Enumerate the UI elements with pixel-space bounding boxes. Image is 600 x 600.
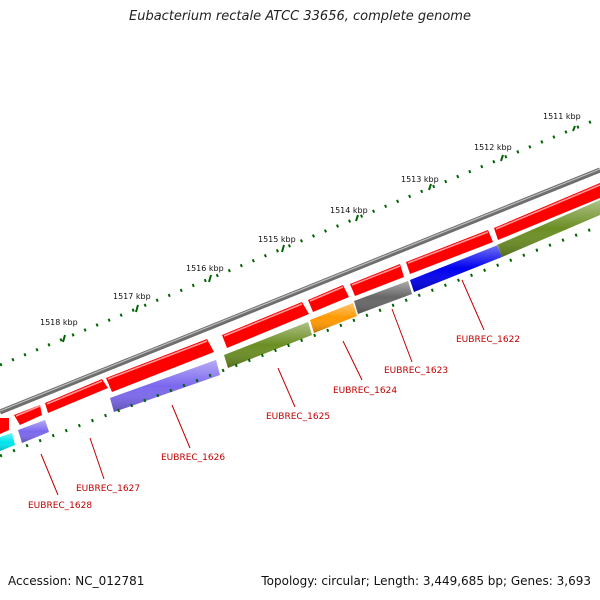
label-leaders bbox=[40, 279, 485, 496]
ruler-label-1513: 1513 kbp bbox=[401, 175, 439, 184]
ruler-ring: 1511 kbp 1512 kbp 1513 kbp 1514 kbp 1515… bbox=[0, 112, 600, 367]
gene-label-1626: EUBREC_1626 bbox=[161, 453, 225, 463]
cds-forward bbox=[308, 285, 349, 312]
cds-forward bbox=[0, 418, 9, 434]
reverse-cds-track bbox=[0, 200, 600, 451]
ruler-label-1518: 1518 kbp bbox=[40, 318, 78, 327]
ruler-label-1515: 1515 kbp bbox=[258, 235, 296, 244]
cds-forward bbox=[14, 405, 42, 425]
ruler-label-1511: 1511 kbp bbox=[543, 112, 581, 121]
backbone bbox=[0, 167, 600, 415]
ruler-label-1514: 1514 kbp bbox=[330, 206, 368, 215]
gene-label-1625: EUBREC_1625 bbox=[266, 412, 330, 422]
cds-forward bbox=[350, 264, 404, 296]
cds-forward bbox=[494, 183, 600, 240]
ruler-label-1512: 1512 kbp bbox=[474, 143, 512, 152]
ruler-label-1516: 1516 kbp bbox=[186, 264, 224, 273]
gene-label-1622: EUBREC_1622 bbox=[456, 335, 520, 345]
cds-forward-highlights bbox=[15, 184, 600, 417]
gene-labels: EUBREC_1622 EUBREC_1623 EUBREC_1624 EUBR… bbox=[28, 335, 520, 511]
cds-forward bbox=[406, 230, 493, 274]
gene-label-1627: EUBREC_1627 bbox=[76, 484, 140, 494]
gene-label-1628: EUBREC_1628 bbox=[28, 501, 92, 511]
accession-text: Accession: NC_012781 bbox=[8, 574, 145, 588]
cds-forward bbox=[45, 379, 108, 413]
cds-forward bbox=[222, 302, 309, 348]
reverse-cds-shading bbox=[0, 200, 600, 451]
map-title: Eubacterium rectale ATCC 33656, complete… bbox=[129, 9, 471, 24]
gene-label-1623: EUBREC_1623 bbox=[384, 366, 448, 376]
ruler-major-ticks bbox=[62, 125, 576, 343]
genome-summary-text: Topology: circular; Length: 3,449,685 bp… bbox=[261, 574, 591, 588]
ruler-label-1517: 1517 kbp bbox=[113, 292, 151, 301]
gene-label-1624: EUBREC_1624 bbox=[333, 386, 397, 396]
forward-cds-track bbox=[0, 183, 600, 434]
cds-forward bbox=[106, 339, 214, 392]
